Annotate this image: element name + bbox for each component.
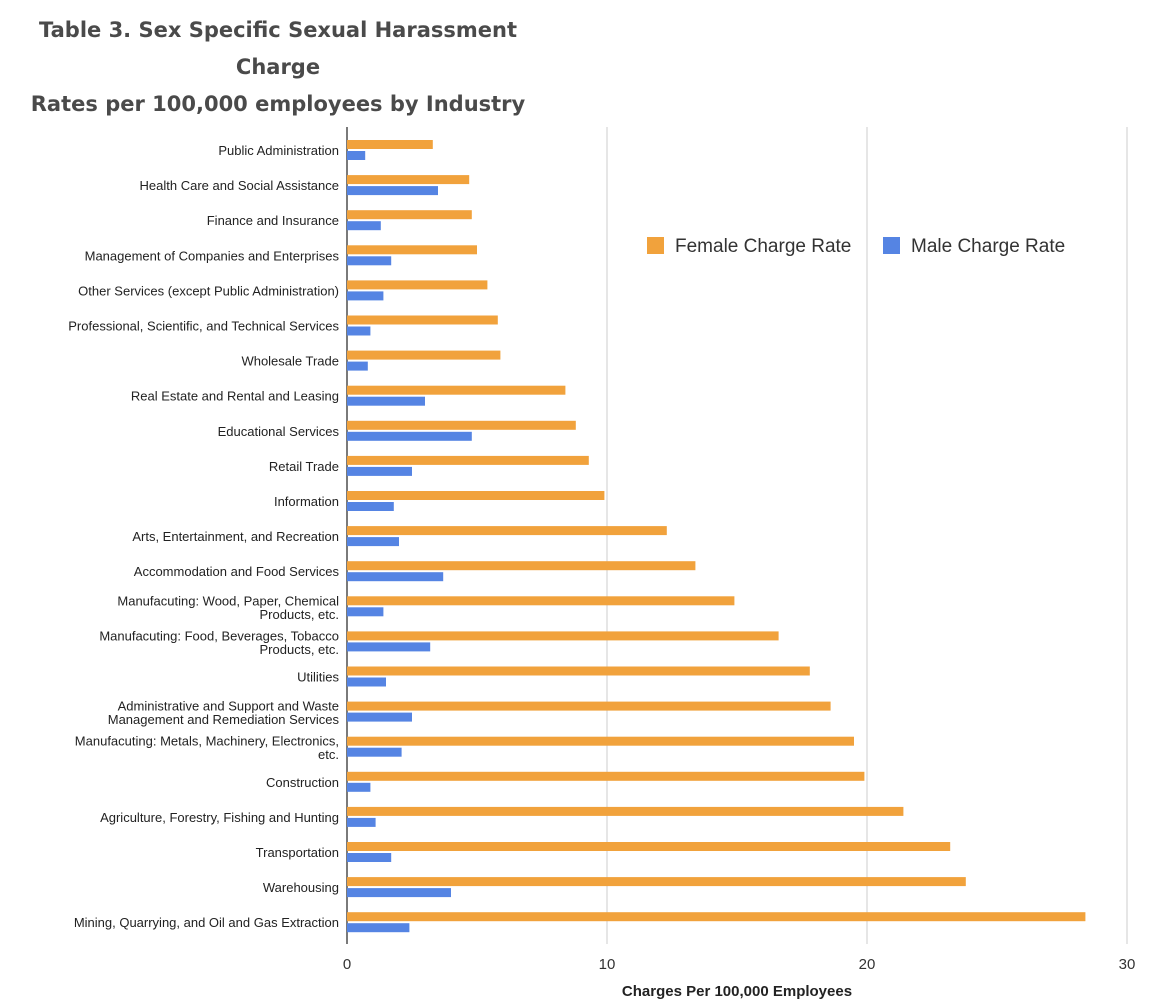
bar-male-10	[347, 502, 394, 511]
legend-label-male: Male Charge Rate	[911, 236, 1065, 257]
category-label: Health Care and Social Assistance	[140, 178, 339, 193]
bar-male-18	[347, 782, 371, 792]
category-label: Utilities	[297, 670, 339, 685]
category-label: Other Services (except Public Administra…	[78, 283, 339, 298]
bar-female-13	[347, 596, 735, 606]
category-label: Wholesale Trade	[241, 354, 339, 369]
bar-female-14	[347, 631, 779, 641]
bar-female-5	[347, 315, 498, 325]
category-label: Manufacuting: Metals, Machinery, Electro…	[75, 734, 339, 763]
category-label: Administrative and Support and Waste Mana…	[108, 699, 340, 728]
category-label: Public Administration	[218, 143, 339, 158]
bar-female-2	[347, 210, 472, 220]
x-tick-label: 20	[859, 956, 876, 973]
bar-female-4	[347, 280, 488, 290]
category-label: Professional, Scientific, and Technical …	[68, 319, 339, 334]
x-tick-labels: 0 10 20 30	[343, 956, 1136, 973]
bar-male-0	[347, 151, 366, 160]
page-title-line-2: Rates per 100,000 employees by Industry	[30, 92, 526, 116]
bar-male-2	[347, 221, 381, 231]
category-label: Information	[274, 494, 339, 509]
category-label: Transportation	[256, 845, 339, 860]
legend-label-female: Female Charge Rate	[675, 236, 851, 257]
bar-male-1	[347, 186, 438, 196]
bar-male-19	[347, 817, 376, 827]
bar-male-5	[347, 326, 371, 336]
category-label: Warehousing	[263, 880, 339, 895]
bar-male-3	[347, 256, 392, 266]
legend-swatch-male	[883, 237, 900, 254]
x-tick-label: 30	[1119, 956, 1136, 973]
bar-male-13	[347, 607, 384, 617]
category-label: Management of Companies and Enterprises	[85, 248, 340, 263]
bar-female-18	[347, 771, 865, 781]
bar-female-12	[347, 561, 696, 571]
bar-male-6	[347, 361, 368, 371]
bars	[347, 140, 1086, 933]
bar-female-22	[347, 912, 1086, 922]
bar-male-7	[347, 396, 425, 406]
bar-female-20	[347, 842, 951, 851]
bar-male-22	[347, 923, 410, 933]
category-label: Manufacuting: Food, Beverages, Tobacco Pr…	[99, 628, 339, 657]
legend-swatch-female	[647, 237, 664, 254]
category-label: Educational Services	[218, 424, 340, 439]
bar-male-12	[347, 572, 444, 582]
bar-female-21	[347, 877, 966, 887]
x-axis-title: Charges Per 100,000 Employees	[622, 983, 852, 1000]
bar-female-16	[347, 701, 831, 711]
category-label: Manufacuting: Wood, Paper, Chemical Produ…	[117, 593, 339, 622]
bar-male-11	[347, 537, 399, 547]
bar-female-10	[347, 491, 605, 500]
bar-female-7	[347, 385, 566, 395]
bar-female-11	[347, 526, 667, 536]
category-label: Agriculture, Forestry, Fishing and Hunti…	[100, 810, 339, 825]
bar-male-9	[347, 466, 412, 476]
bar-male-8	[347, 431, 472, 441]
bar-male-20	[347, 853, 392, 862]
bar-female-3	[347, 245, 477, 255]
category-label: Retail Trade	[269, 459, 339, 474]
bar-female-8	[347, 420, 576, 430]
category-label: Accommodation and Food Services	[134, 564, 340, 579]
category-label: Finance and Insurance	[207, 213, 339, 228]
bar-male-14	[347, 642, 431, 652]
bar-male-21	[347, 888, 451, 898]
category-labels: Public Administration Health Care and Soc…	[68, 143, 339, 930]
x-tick-label: 10	[599, 956, 616, 973]
category-label: Real Estate and Rental and Leasing	[131, 389, 339, 404]
bar-female-9	[347, 455, 589, 465]
category-label: Mining, Quarrying, and Oil and Gas Extra…	[74, 915, 339, 930]
category-label: Arts, Entertainment, and Recreation	[132, 529, 339, 544]
page-title: Table 3. Sex Specific Sexual Harassment …	[0, 12, 556, 123]
bar-male-15	[347, 677, 386, 687]
x-tick-label: 0	[343, 956, 351, 973]
bar-male-16	[347, 712, 412, 722]
bar-female-0	[347, 140, 433, 149]
bar-female-17	[347, 736, 854, 746]
bar-female-1	[347, 175, 470, 185]
bar-male-17	[347, 747, 402, 757]
bar-female-19	[347, 806, 904, 816]
bar-female-6	[347, 350, 501, 360]
page-title-line-1: Table 3. Sex Specific Sexual Harassment …	[39, 18, 517, 79]
legend: Female Charge Rate Male Charge Rate	[647, 236, 1065, 257]
category-label: Construction	[266, 775, 339, 790]
bar-male-4	[347, 291, 384, 301]
bar-female-15	[347, 666, 810, 676]
